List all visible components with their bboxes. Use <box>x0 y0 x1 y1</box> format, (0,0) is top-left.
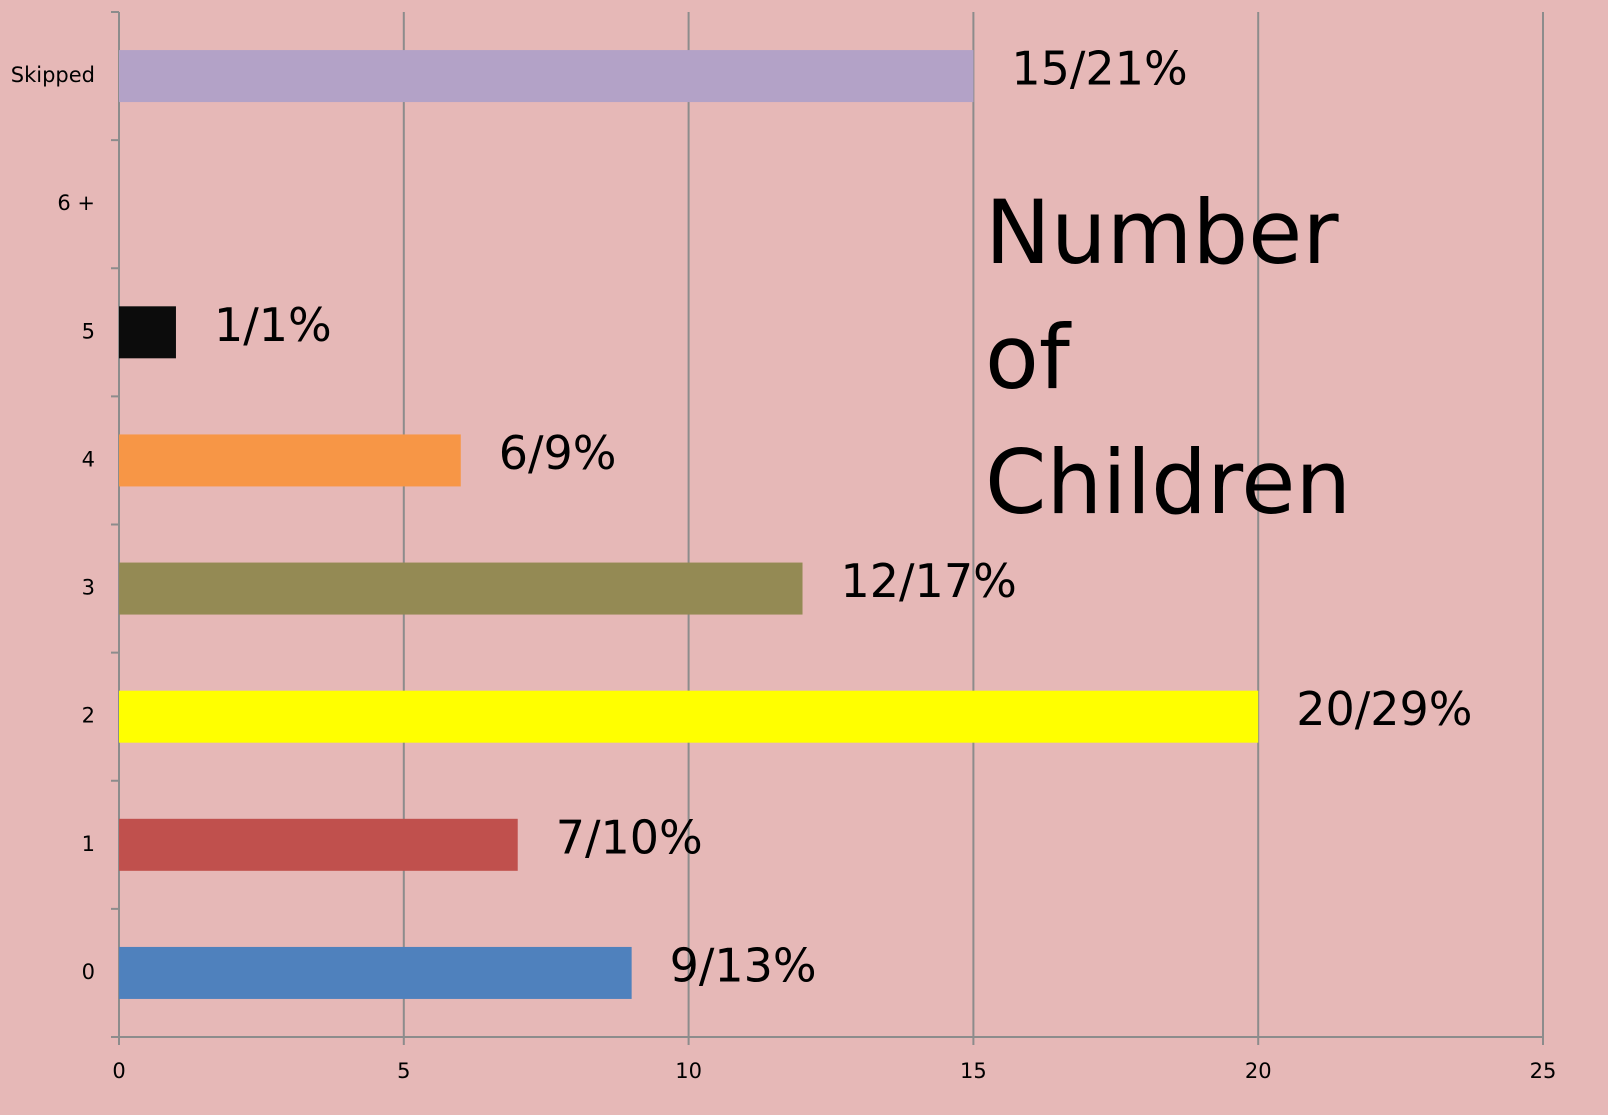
bar <box>119 818 518 871</box>
value-label: 6/9% <box>499 426 617 480</box>
x-tick-label: 20 <box>1245 1059 1272 1083</box>
y-tick-label: 2 <box>82 704 95 728</box>
bar <box>119 306 176 359</box>
x-tick-label: 5 <box>397 1059 410 1083</box>
value-label: 12/17% <box>841 554 1017 608</box>
x-tick-label: 25 <box>1530 1059 1557 1083</box>
bar <box>119 690 1259 743</box>
bar <box>119 434 461 487</box>
y-tick-label: 4 <box>82 447 95 471</box>
y-tick-label: 0 <box>82 960 95 984</box>
y-tick-label: 6 + <box>57 191 95 215</box>
x-tick-label: 10 <box>675 1059 702 1083</box>
y-tick-label: 3 <box>82 576 95 600</box>
x-tick-label: 15 <box>960 1059 987 1083</box>
y-tick-label: Skipped <box>11 63 95 87</box>
bar <box>119 946 632 999</box>
value-label: 15/21% <box>1011 42 1187 96</box>
x-tick-label: 0 <box>112 1059 125 1083</box>
value-label: 1/1% <box>214 298 332 352</box>
value-label: 7/10% <box>556 810 703 864</box>
bar <box>119 50 974 103</box>
chart-title: Number of Children <box>985 181 1352 534</box>
value-label: 9/13% <box>670 938 817 992</box>
value-label: 20/29% <box>1296 682 1472 736</box>
bar <box>119 562 803 615</box>
y-tick-label: 1 <box>82 832 95 856</box>
y-tick-label: 5 <box>82 319 95 343</box>
